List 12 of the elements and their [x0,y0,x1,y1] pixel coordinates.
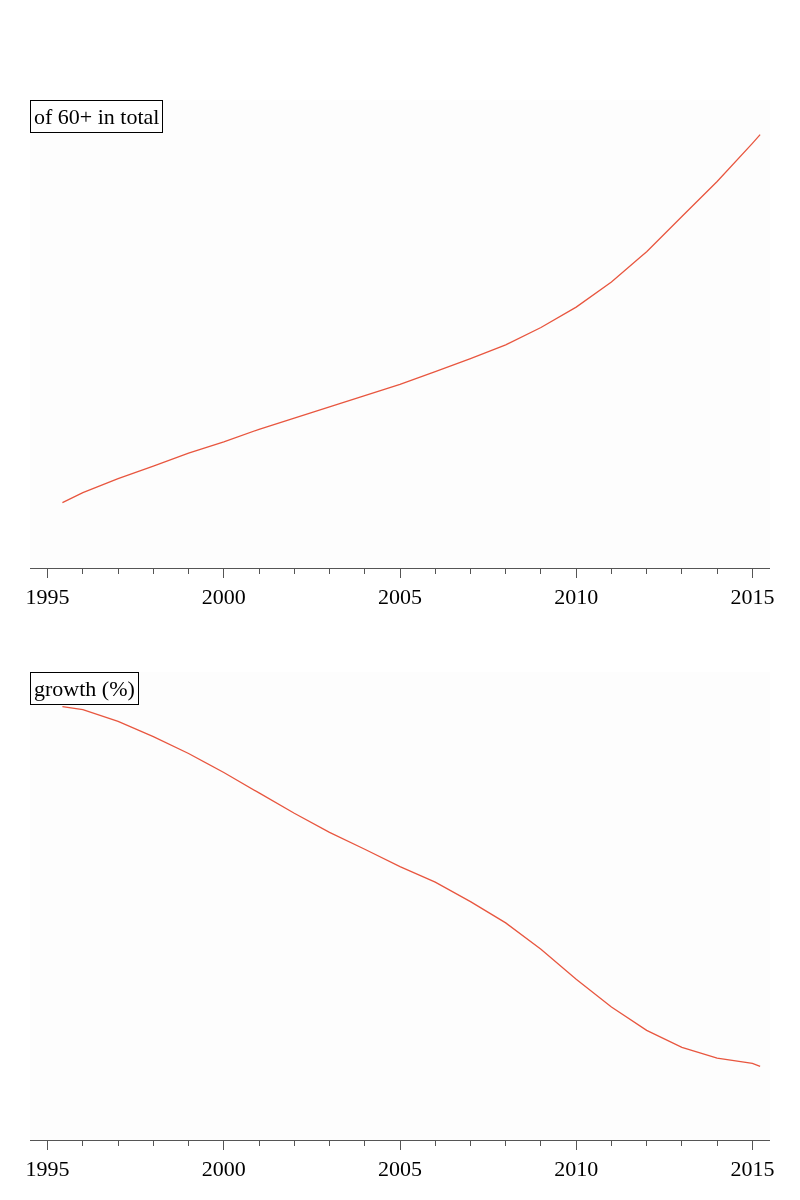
chart-title: of 60+ in total [34,104,160,129]
chart-title: growth (%) [34,676,135,701]
x-tick-label: 2000 [201,1156,246,1182]
x-tick-label: 2005 [378,584,422,610]
x-tick-label: 1995 [25,1156,70,1182]
x-tick-label: 1995 [25,584,70,610]
x-tick-label: 2000 [201,584,246,610]
x-tick-label: 2005 [378,1156,422,1182]
x-tick-label: 2010 [554,1156,599,1182]
x-tick-label: 2015 [730,1156,775,1182]
x-tick-label: 2010 [554,584,599,610]
x-tick-label: 2015 [730,584,775,610]
